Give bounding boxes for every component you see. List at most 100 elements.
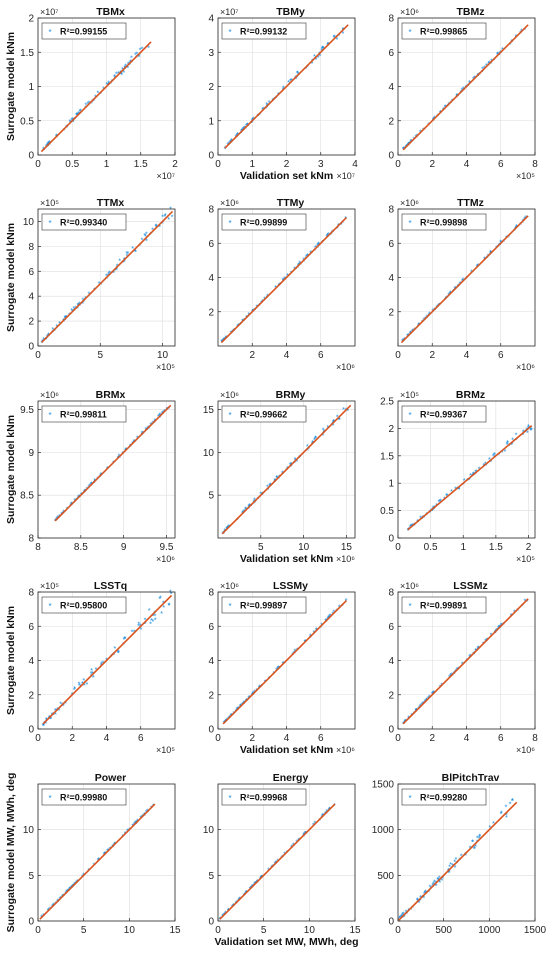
legend-box: [221, 596, 307, 614]
data-point: *: [511, 439, 514, 448]
axes-box: [37, 783, 176, 922]
x-exponent: ×10⁶: [336, 362, 355, 372]
data-point: *: [170, 590, 173, 599]
data-point: *: [42, 721, 45, 730]
x-tick-label: 0: [395, 350, 401, 361]
data-point: *: [454, 863, 457, 872]
data-point: *: [151, 617, 154, 626]
x-tick-label: 0.5: [65, 159, 79, 170]
data-point: *: [78, 107, 81, 116]
data-point: *: [247, 504, 250, 513]
data-point: *: [296, 73, 299, 82]
data-point: *: [337, 32, 340, 41]
subplot-tbmx: ****************************************…: [20, 6, 178, 181]
legend-box: [41, 213, 127, 231]
data-point: *: [313, 246, 316, 255]
subplot-ttmy: ****************************************…: [208, 197, 356, 372]
x-tick-label: 6: [138, 733, 144, 744]
data-point: *: [322, 44, 325, 53]
data-point: *: [494, 629, 497, 638]
subplot-title: TBMz: [457, 6, 485, 18]
y-tick-label: 4: [208, 656, 214, 667]
x-tick-label: 15: [349, 925, 361, 936]
y-tick-label: 1500: [372, 780, 395, 791]
data-point: *: [430, 507, 433, 516]
x-tick-label: 1.5: [489, 542, 503, 553]
y-exponent: ×10⁶: [220, 581, 239, 591]
regression-line: [407, 425, 533, 531]
row-xlabel: Validation set kNm: [240, 553, 333, 565]
y-tick-label: 1: [208, 116, 214, 127]
data-point: *: [72, 304, 75, 313]
y-tick-label: 0: [388, 534, 394, 545]
data-point: *: [120, 70, 123, 79]
data-point: *: [265, 100, 268, 109]
legend-label: R²=0.99891: [420, 601, 467, 611]
data-point: *: [158, 595, 161, 604]
data-point: *: [126, 64, 129, 73]
regression-line: [42, 594, 173, 725]
data-point: *: [49, 714, 52, 723]
x-tick-label: 2: [69, 733, 75, 744]
y-tick-label: 9.5: [20, 405, 34, 416]
legend-box: [401, 22, 487, 40]
data-point: *: [79, 106, 82, 115]
data-point: *: [435, 882, 438, 891]
data-point: *: [141, 431, 144, 440]
regression-line: [54, 404, 172, 522]
x-tick-label: 2: [429, 733, 435, 744]
subplot-title: LSSMz: [453, 580, 487, 592]
y-tick-label: 15: [203, 405, 215, 416]
y-exponent: ×10⁵: [40, 581, 59, 591]
data-point: *: [62, 317, 65, 326]
data-point: *: [493, 56, 496, 65]
data-point: *: [167, 601, 170, 610]
data-point: *: [124, 62, 127, 71]
data-point: *: [164, 211, 167, 220]
data-point: *: [223, 144, 226, 153]
data-point: *: [112, 650, 115, 659]
data-point: *: [319, 623, 322, 632]
data-point: *: [446, 491, 449, 500]
x-exponent: ×10⁵: [516, 554, 535, 564]
legend-box: [401, 596, 487, 614]
data-point: *: [432, 879, 435, 888]
data-point: *: [63, 126, 66, 135]
y-tick-label: 4: [388, 273, 394, 284]
legend-marker: *: [408, 219, 411, 228]
x-tick-label: 6: [318, 733, 324, 744]
data-point: *: [257, 112, 260, 121]
data-point: *: [92, 673, 95, 682]
legend-marker: *: [408, 602, 411, 611]
data-point: *: [511, 435, 514, 444]
legend-label: R²=0.99155: [60, 27, 107, 37]
data-point: *: [478, 464, 481, 473]
data-point: *: [402, 909, 405, 918]
regression-line: [224, 24, 349, 149]
y-tick-label: 1: [28, 82, 34, 93]
data-point: *: [275, 473, 278, 482]
legend-marker: *: [48, 794, 51, 803]
data-point: *: [478, 832, 481, 841]
data-point: *: [321, 431, 324, 440]
x-tick-label: 0: [35, 159, 41, 170]
regression-line: [402, 598, 529, 725]
data-point: *: [163, 212, 166, 221]
row-xlabel: Validation set kNm: [240, 170, 333, 182]
x-tick-label: 1: [104, 159, 110, 170]
data-point: *: [505, 810, 508, 819]
x-exponent: ×10⁶: [516, 362, 535, 372]
data-point: *: [488, 455, 491, 464]
data-point: *: [81, 299, 84, 308]
data-point: *: [321, 43, 324, 52]
data-point: *: [130, 628, 133, 637]
y-exponent: ×10⁶: [220, 390, 239, 400]
x-tick-label: 0.5: [424, 542, 438, 553]
x-tick-label: 0: [215, 925, 221, 936]
data-point: *: [82, 676, 85, 685]
data-point: *: [113, 72, 116, 81]
data-point: *: [450, 487, 453, 496]
x-tick-label: 6: [498, 159, 504, 170]
data-point: *: [327, 230, 330, 239]
legend-label: R²=0.99662: [240, 410, 287, 420]
